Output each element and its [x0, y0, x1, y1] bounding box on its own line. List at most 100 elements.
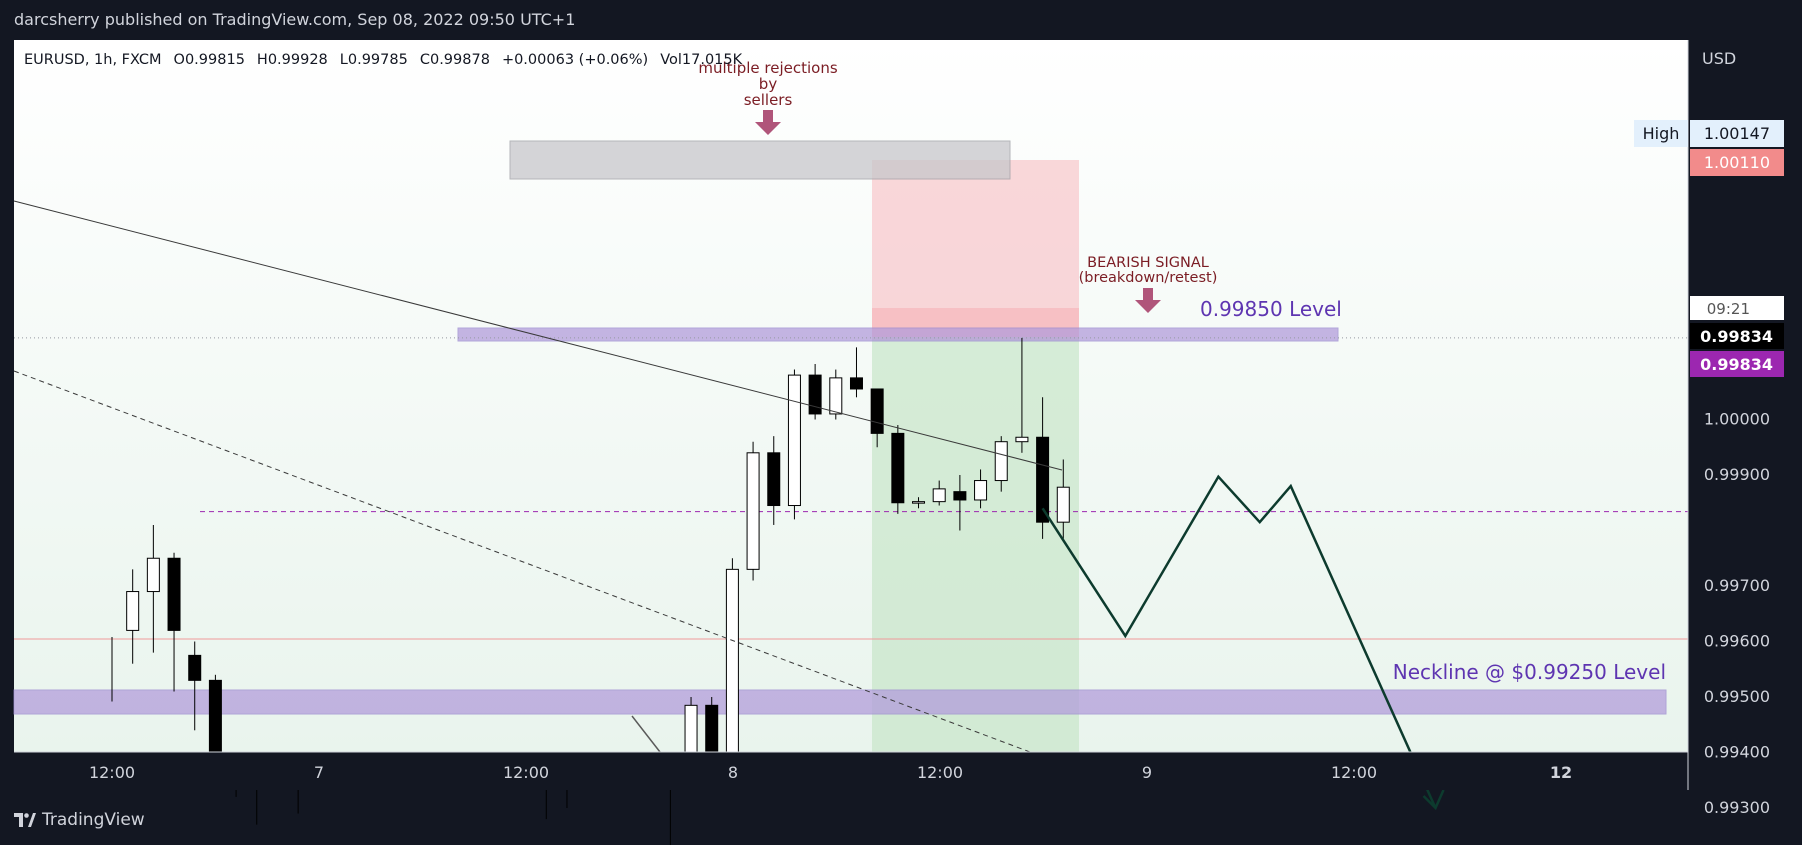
candle: [146, 524, 160, 653]
last-price-label: 0.99834: [1700, 327, 1773, 346]
candle: [167, 552, 181, 692]
candles-layer: [111, 337, 1070, 845]
bullish-candle-body: [725, 568, 739, 753]
candle: [953, 475, 967, 531]
signal-annotation-line: (breakdown/retest): [1079, 270, 1218, 286]
price-tick-label: 0.99700: [1704, 576, 1770, 595]
last-price-bg: [1690, 323, 1784, 349]
close-value: C0.99878: [420, 52, 490, 68]
time-tick-label: 12:00: [1331, 763, 1377, 782]
candle: [891, 425, 905, 514]
time-tick-label: 12:00: [503, 763, 549, 782]
price-tick-label: 0.99400: [1704, 743, 1770, 762]
high-label-bg: [1634, 120, 1688, 147]
candle: [126, 569, 140, 664]
bullish-candle-body: [1015, 436, 1029, 443]
bearish-candle-body: [891, 432, 905, 504]
time-tick-label: 12:00: [917, 763, 963, 782]
projected-price-path: [1041, 474, 1437, 809]
bearish-candle-body: [167, 557, 181, 631]
bullish-candle-body: [787, 374, 801, 507]
symbol-legend: EURUSD, 1h, FXCM O0.99815 H0.99928 L0.99785…: [24, 52, 743, 68]
rejections-annotation-line: by: [759, 75, 778, 93]
date-tick-label: 8: [728, 763, 738, 782]
bearish-candle-body: [849, 377, 863, 390]
neckline-label: Neckline @ $0.99250 Level: [1393, 660, 1666, 684]
candle: [188, 641, 202, 731]
candle: [829, 369, 843, 420]
signal-annotation-line: BEARISH SIGNAL: [1087, 255, 1209, 271]
rejections-annotation: multiple rejections by sellers: [698, 59, 837, 109]
bullish-candle-body: [684, 704, 698, 753]
candle: [1015, 337, 1029, 453]
candle: [767, 436, 781, 525]
high-value: H0.99928: [257, 52, 328, 68]
stop-value-bg: [1690, 149, 1784, 176]
tradingview-logo-icon: [14, 813, 36, 827]
bearish-candle-body: [705, 704, 719, 753]
dashed-trendline: [13, 370, 1031, 753]
time-tick-label: 12:00: [89, 763, 135, 782]
high-value-bg: [1690, 120, 1784, 147]
footer-brand-label: TradingView: [42, 810, 145, 830]
rejection-arrow-icon: [755, 110, 781, 135]
rejection-zone: [509, 140, 1011, 180]
line-price-label: 0.99834: [1700, 355, 1773, 374]
symbol-name: EURUSD, 1h, FXCM: [24, 52, 162, 68]
rejections-annotation-line: sellers: [744, 91, 793, 109]
bearish-candle-body: [767, 452, 781, 507]
candle: [1036, 397, 1050, 539]
price-tick-label: 1.00000: [1704, 410, 1770, 429]
candle: [808, 364, 822, 420]
overlays-layer: [13, 110, 1445, 811]
price-tick-label: 0.99300: [1704, 798, 1770, 817]
candle: [725, 558, 739, 753]
date-tick-label: 12: [1550, 763, 1572, 782]
candle: [912, 497, 926, 509]
high-value-label: 1.00147: [1704, 124, 1770, 143]
take-profit-zone: [872, 337, 1079, 752]
bullish-candle-body: [932, 488, 946, 503]
neckline-zone: [13, 689, 1667, 715]
countdown-bg: [1690, 296, 1784, 320]
level-label: 0.99850 Level: [1200, 297, 1342, 321]
open-value: O0.99815: [174, 52, 245, 68]
publisher-caption: darcsherry published on TradingView.com,…: [14, 10, 576, 29]
bullish-candle-body: [912, 501, 926, 504]
bearish-candle-body: [188, 654, 202, 681]
candle: [994, 436, 1008, 492]
zones-layer: [13, 140, 1688, 752]
signal-arrow-icon: [1135, 288, 1161, 313]
footer-brand[interactable]: TradingView: [14, 808, 145, 832]
currency-label: USD: [1702, 49, 1736, 68]
level-zone: [457, 327, 1339, 342]
candle: [932, 480, 946, 506]
date-tick-label: 9: [1142, 763, 1152, 782]
annotation-layer: multiple rejections by sellers BEARISH SIGN…: [24, 52, 1666, 684]
descending-trendline: [13, 200, 1063, 471]
change-value: +0.00063 (+0.06%): [502, 52, 648, 68]
bearish-candle-body: [808, 374, 822, 415]
candle: [849, 347, 863, 398]
bullish-candle-body: [829, 377, 843, 415]
countdown-label: 09:21: [1707, 300, 1750, 318]
price-tick-label: 0.99900: [1704, 465, 1770, 484]
bullish-candle-body: [126, 591, 140, 631]
date-tick-label: 7: [314, 763, 324, 782]
line-price-bg: [1690, 351, 1784, 377]
bullish-candle-body: [1056, 486, 1070, 523]
bearish-candle-body: [953, 491, 967, 501]
bullish-candle-body: [974, 480, 988, 501]
price-tick-label: 0.99600: [1704, 632, 1770, 651]
high-label: High: [1643, 124, 1680, 143]
bearish-candle-body: [870, 388, 884, 434]
candle: [684, 697, 698, 753]
bullish-candle-body: [994, 441, 1008, 482]
bearish-candle-body: [1036, 436, 1050, 523]
bullish-candle-body: [746, 452, 760, 570]
time-axis: [14, 752, 1802, 790]
bearish-candle-body: [208, 679, 222, 753]
candle: [787, 369, 801, 520]
projected-path-arrowhead: [1422, 789, 1445, 811]
